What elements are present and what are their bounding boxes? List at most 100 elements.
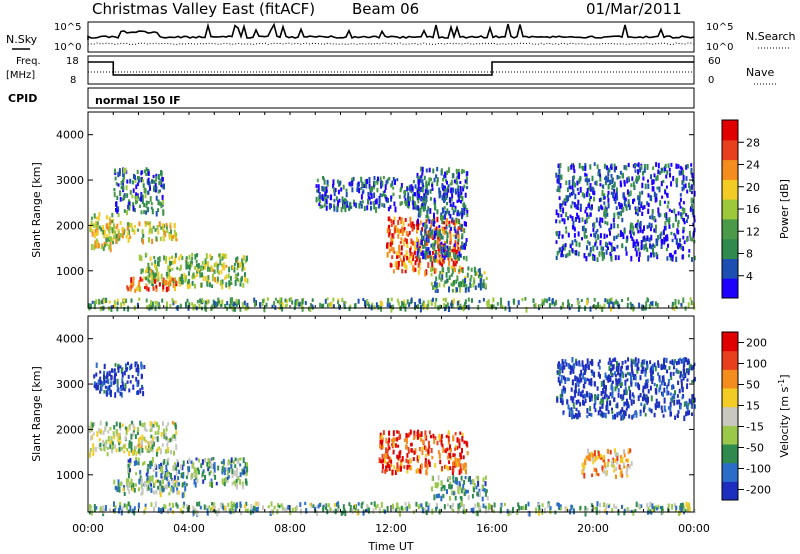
echo-cell [613,235,616,241]
echo-cell [623,414,626,419]
echo-cell [632,164,635,168]
echo-cell [174,257,177,262]
echo-cell [147,287,150,292]
echo-cell [451,288,454,293]
echo-cell [311,298,314,302]
echo-cell [163,183,165,190]
echo-cell [93,300,96,306]
echo-cell [442,484,445,489]
echo-cell [451,173,454,179]
echo-cell [584,398,587,404]
echo-cell [545,298,548,304]
echo-cell [568,180,571,186]
echo-cell [627,162,630,168]
echo-cell [463,221,466,227]
echo-cell [169,279,172,285]
echo-cell [672,302,675,306]
echo-cell [434,436,437,440]
echo-cell [604,298,607,303]
nsearch-series [87,42,695,46]
echo-cell [152,276,155,282]
echo-cell [129,190,132,195]
echo-cell [632,359,635,365]
echo-cell [120,385,122,389]
echo-cell [584,365,587,371]
echo-cell [601,412,604,418]
echo-cell [601,190,604,196]
echo-cell [605,394,608,398]
echo-cell [156,267,159,273]
echo-cell [412,457,415,462]
echo-cell [617,388,620,392]
echo-cell [223,267,226,271]
echo-cell [205,275,207,282]
echo-cell [150,426,153,433]
echo-cell [135,367,138,373]
echo-cell [592,223,595,227]
echo-cell [465,179,468,185]
echo-cell [611,373,614,378]
echo-cell [576,214,579,219]
echo-cell [400,466,402,472]
echo-cell [401,301,404,306]
echo-cell [593,450,596,457]
echo-cell [602,246,605,251]
echo-cell [647,193,650,198]
echo-cell [410,189,413,193]
echo-cell [142,391,145,397]
echo-cell [388,456,391,463]
echo-cell [434,204,437,211]
echo-cell [263,298,266,303]
echo-cell [140,210,143,215]
echo-cell [421,166,424,173]
echo-cell [651,179,654,186]
echo-cell [217,465,220,471]
echo-cell [442,208,444,214]
echo-cell [149,221,151,226]
echo-cell [616,195,619,201]
echo-cell [426,304,429,311]
echo-cell [167,265,170,272]
echo-cell [117,228,120,233]
echo-cell [682,184,685,190]
echo-cell [138,286,141,291]
echo-cell [430,232,433,239]
echo-cell [424,462,427,468]
echo-cell [128,442,131,449]
echo-cell [686,383,689,389]
echo-cell [93,374,96,379]
echo-cell [583,371,586,375]
echo-cell [414,184,417,189]
echo-cell [381,434,384,440]
echo-cell [599,401,602,405]
echo-cell [460,245,463,250]
echo-cell [89,447,92,452]
echo-cell [110,305,113,309]
echo-cell [89,223,92,230]
echo-cell [322,303,325,308]
echo-cell [345,191,348,198]
echo-cell [562,207,565,214]
echo-cell [128,388,131,393]
echo-cell [691,237,693,242]
echo-cell [138,221,141,226]
echo-cell [396,502,399,508]
echo-cell [120,368,123,374]
echo-cell [493,502,496,508]
echo-cell [155,176,158,182]
echo-cell [139,388,142,394]
echo-cell [196,510,199,516]
echo-cell [281,305,284,312]
power-heatmap [88,162,696,313]
echo-cell [366,299,369,304]
echo-cell [370,306,373,311]
echo-cell [421,202,424,207]
echo-cell [693,219,696,223]
echo-cell [438,243,441,249]
echo-cell [685,237,688,242]
echo-cell [148,266,151,271]
echo-cell [396,430,399,434]
echo-cell [89,451,91,458]
echo-cell [440,480,443,486]
echo-cell [596,396,599,401]
